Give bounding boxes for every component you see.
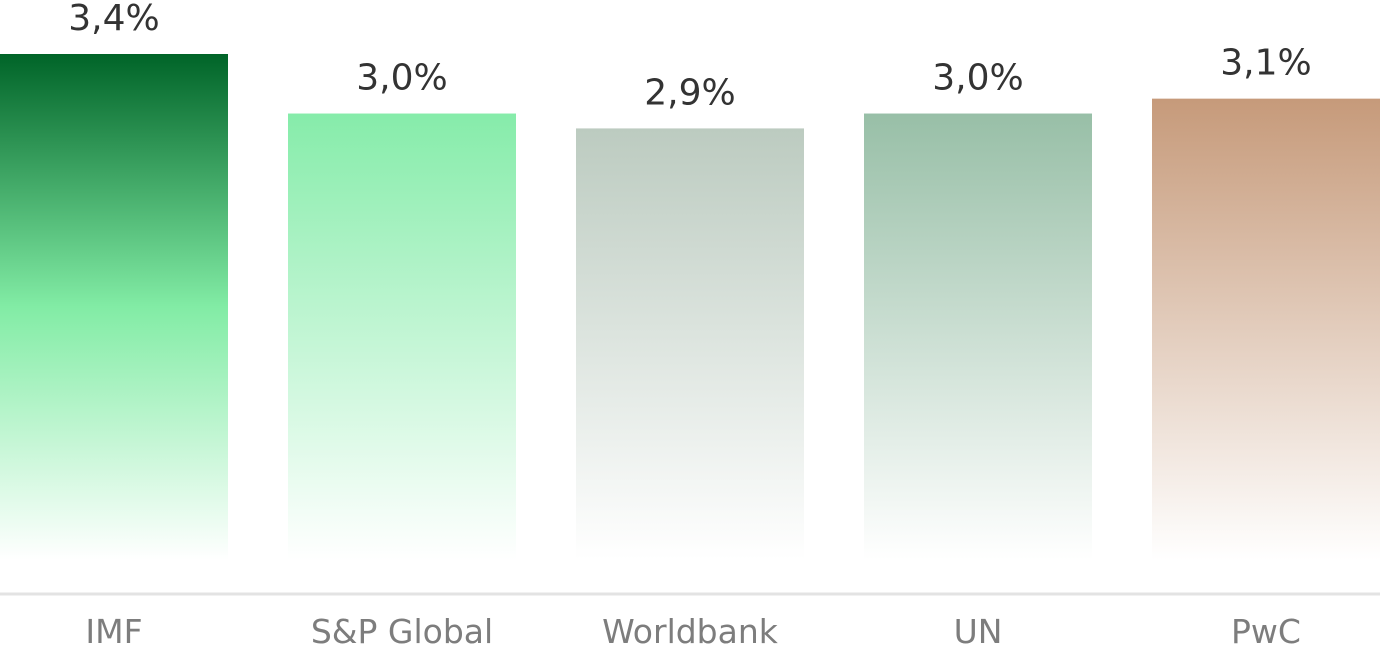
bar-imf: [0, 54, 228, 560]
value-label: 2,9%: [644, 72, 735, 113]
value-label: 3,0%: [932, 58, 1023, 99]
value-label: 3,4%: [68, 0, 159, 39]
bars-layer: [0, 54, 1380, 561]
value-label: 3,0%: [356, 58, 447, 99]
bar-worldbank: [576, 128, 804, 561]
category-label: UN: [954, 612, 1003, 645]
value-label: 3,1%: [1220, 43, 1311, 84]
category-label: S&P Global: [311, 612, 493, 645]
bar-un: [864, 113, 1092, 560]
category-labels-layer: IMF S&P Global Worldbank UN PwC: [85, 612, 1301, 645]
bar-pwc: [1152, 98, 1380, 560]
value-labels-layer: 3,4% 3,0% 2,9% 3,0% 3,1%: [68, 0, 1311, 113]
category-label: IMF: [85, 612, 142, 645]
bar-s-p-global: [288, 113, 516, 560]
category-label: PwC: [1231, 612, 1301, 645]
category-label: Worldbank: [602, 612, 779, 645]
